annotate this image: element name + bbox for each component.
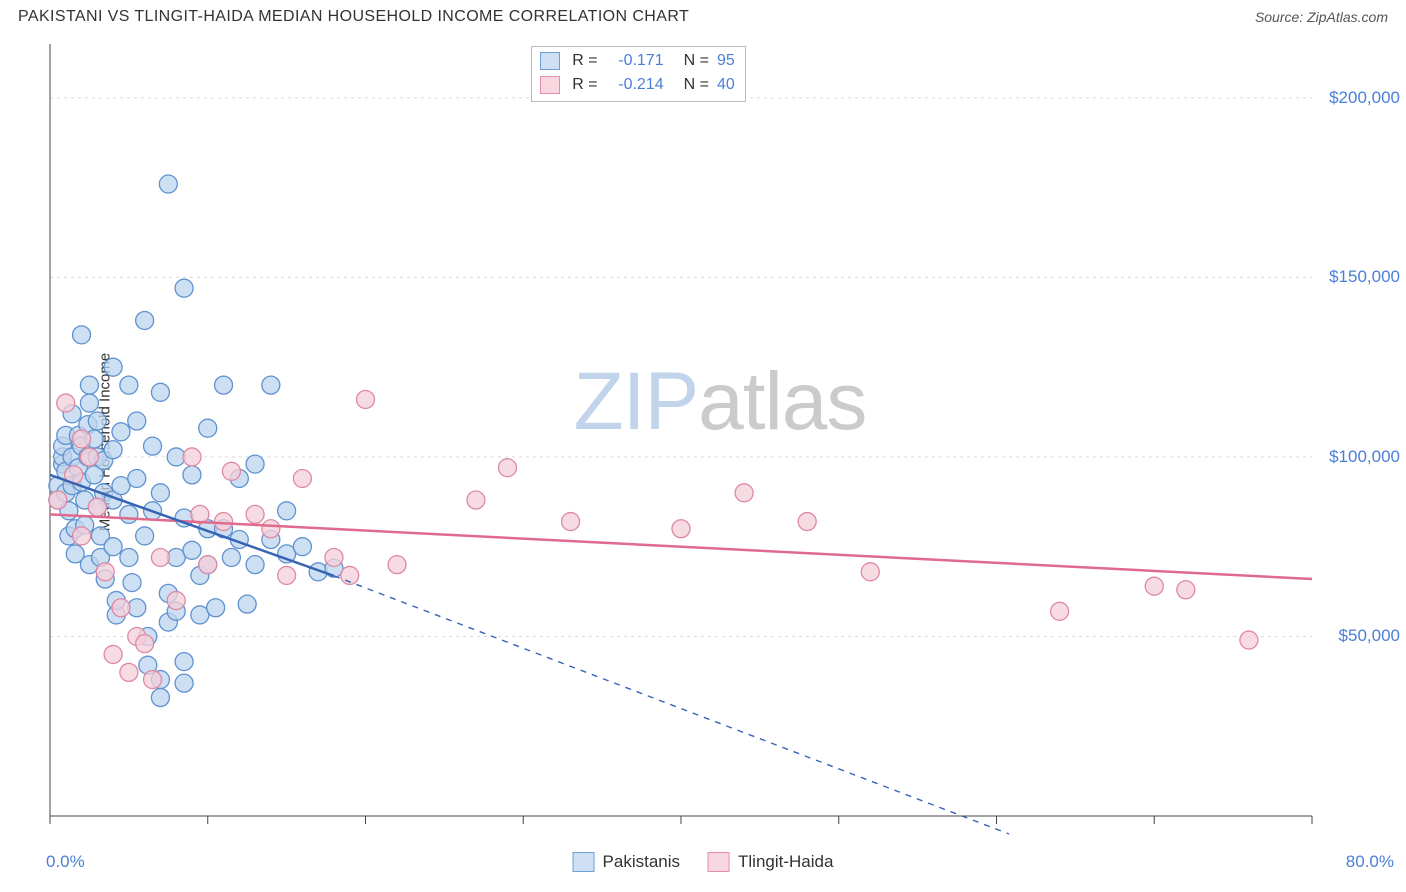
y-tick-label: $50,000	[1339, 626, 1400, 646]
r-value: -0.171	[606, 49, 664, 73]
n-value: 95	[717, 49, 735, 73]
scatter-plot	[46, 42, 1394, 842]
legend-label: Tlingit-Haida	[738, 852, 833, 872]
r-value: -0.214	[606, 73, 664, 97]
correlation-row: R = -0.171 N = 95	[540, 49, 734, 73]
correlation-legend: R = -0.171 N = 95 R = -0.214 N = 40	[531, 46, 745, 102]
legend-swatch	[540, 52, 560, 70]
n-value: 40	[717, 73, 735, 97]
r-label: R =	[572, 49, 597, 73]
legend-swatch	[540, 76, 560, 94]
legend-item: Pakistanis	[573, 852, 680, 872]
y-tick-label: $200,000	[1329, 88, 1400, 108]
source-attribution: Source: ZipAtlas.com	[1255, 9, 1388, 25]
chart-title: PAKISTANI VS TLINGIT-HAIDA MEDIAN HOUSEH…	[18, 8, 689, 26]
x-axis-max: 80.0%	[1346, 852, 1394, 872]
legend-swatch	[573, 852, 595, 872]
x-axis-min: 0.0%	[46, 852, 85, 872]
chart-area: Median Household Income ZIPatlas R = -0.…	[46, 42, 1394, 842]
legend-label: Pakistanis	[603, 852, 680, 872]
y-tick-label: $100,000	[1329, 447, 1400, 467]
series-legend: Pakistanis Tlingit-Haida	[573, 852, 834, 872]
n-label: N =	[684, 73, 709, 97]
y-tick-label: $150,000	[1329, 267, 1400, 287]
n-label: N =	[684, 49, 709, 73]
correlation-row: R = -0.214 N = 40	[540, 73, 734, 97]
legend-swatch	[708, 852, 730, 872]
r-label: R =	[572, 73, 597, 97]
legend-item: Tlingit-Haida	[708, 852, 833, 872]
